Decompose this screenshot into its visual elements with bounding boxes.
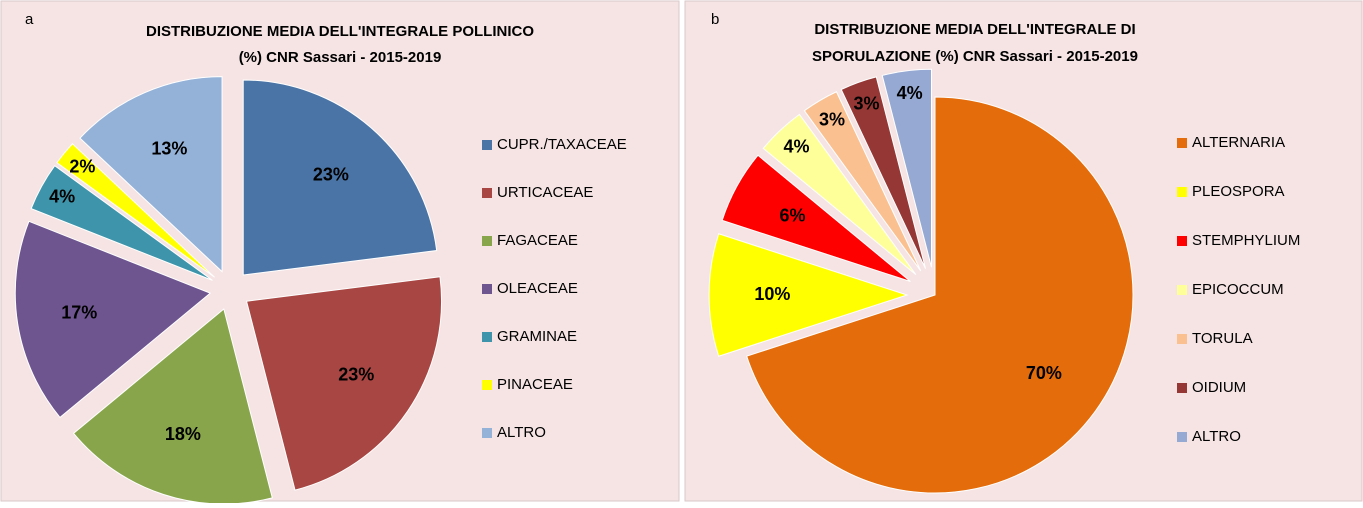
data-label: 2% [69, 157, 95, 177]
legend-swatch [482, 140, 492, 150]
legend-swatch [482, 380, 492, 390]
legend-swatch [1177, 138, 1187, 148]
legend-swatch [482, 284, 492, 294]
legend-label: URTICACEAE [497, 184, 593, 201]
chart-title: DISTRIBUZIONE MEDIA DELL'INTEGRALE POLLI… [146, 23, 534, 40]
data-label: 4% [784, 136, 810, 156]
pie-slice [72, 308, 273, 505]
pie-slice [708, 233, 909, 357]
data-label: 3% [853, 93, 879, 113]
pie-slice [242, 79, 438, 276]
legend-label: ALTRO [1192, 428, 1241, 445]
legend-label: GRAMINAE [497, 328, 577, 345]
legend-swatch [1177, 285, 1187, 295]
legend-label: OIDIUM [1192, 379, 1246, 396]
legend-label: CUPR./TAXACEAE [497, 136, 627, 153]
legend-label: EPICOCCUM [1192, 281, 1284, 298]
data-label: 13% [151, 139, 187, 159]
pie-slice [840, 76, 926, 269]
chart-title: DISTRIBUZIONE MEDIA DELL'INTEGRALE DI [814, 21, 1135, 38]
data-label: 3% [819, 110, 845, 130]
chart-title: SPORULAZIONE (%) CNR Sassari - 2015-2019 [812, 48, 1138, 65]
legend-label: ALTERNARIA [1192, 134, 1285, 151]
panel-label: b [711, 11, 719, 28]
legend-swatch [1177, 187, 1187, 197]
legend-swatch [482, 332, 492, 342]
legend-label: STEMPHYLIUM [1192, 232, 1300, 249]
legend-swatch [482, 428, 492, 438]
pie-slice [746, 96, 1134, 494]
legend-swatch [482, 188, 492, 198]
legend-swatch [482, 236, 492, 246]
legend-label: TORULA [1192, 330, 1253, 347]
data-label: 10% [754, 284, 790, 304]
legend-swatch [1177, 334, 1187, 344]
pie-slice [56, 143, 215, 278]
pie-slice [79, 76, 223, 273]
data-label: 6% [779, 205, 805, 225]
data-label: 23% [313, 164, 349, 184]
legend-swatch [1177, 383, 1187, 393]
data-label: 4% [49, 186, 75, 206]
data-label: 17% [61, 303, 97, 323]
legend-swatch [1177, 236, 1187, 246]
legend-swatch [1177, 432, 1187, 442]
legend-label: PLEOSPORA [1192, 183, 1285, 200]
panel-label: a [25, 11, 34, 28]
legend-label: FAGACEAE [497, 232, 578, 249]
data-label: 4% [897, 83, 923, 103]
pie-slice [721, 154, 911, 282]
pie-slice [14, 220, 212, 419]
pie-slice [762, 113, 917, 275]
data-label: 18% [165, 424, 201, 444]
pie-slice [30, 165, 213, 281]
pie-slice [245, 276, 443, 491]
data-label: 70% [1026, 363, 1062, 383]
pie-slice [803, 91, 922, 272]
data-label: 23% [338, 365, 374, 385]
legend-label: OLEACEAE [497, 280, 578, 297]
pie-slice [881, 68, 932, 268]
legend-label: ALTRO [497, 424, 546, 441]
legend-label: PINACEAE [497, 376, 573, 393]
chart-title: (%) CNR Sassari - 2015-2019 [239, 49, 442, 66]
